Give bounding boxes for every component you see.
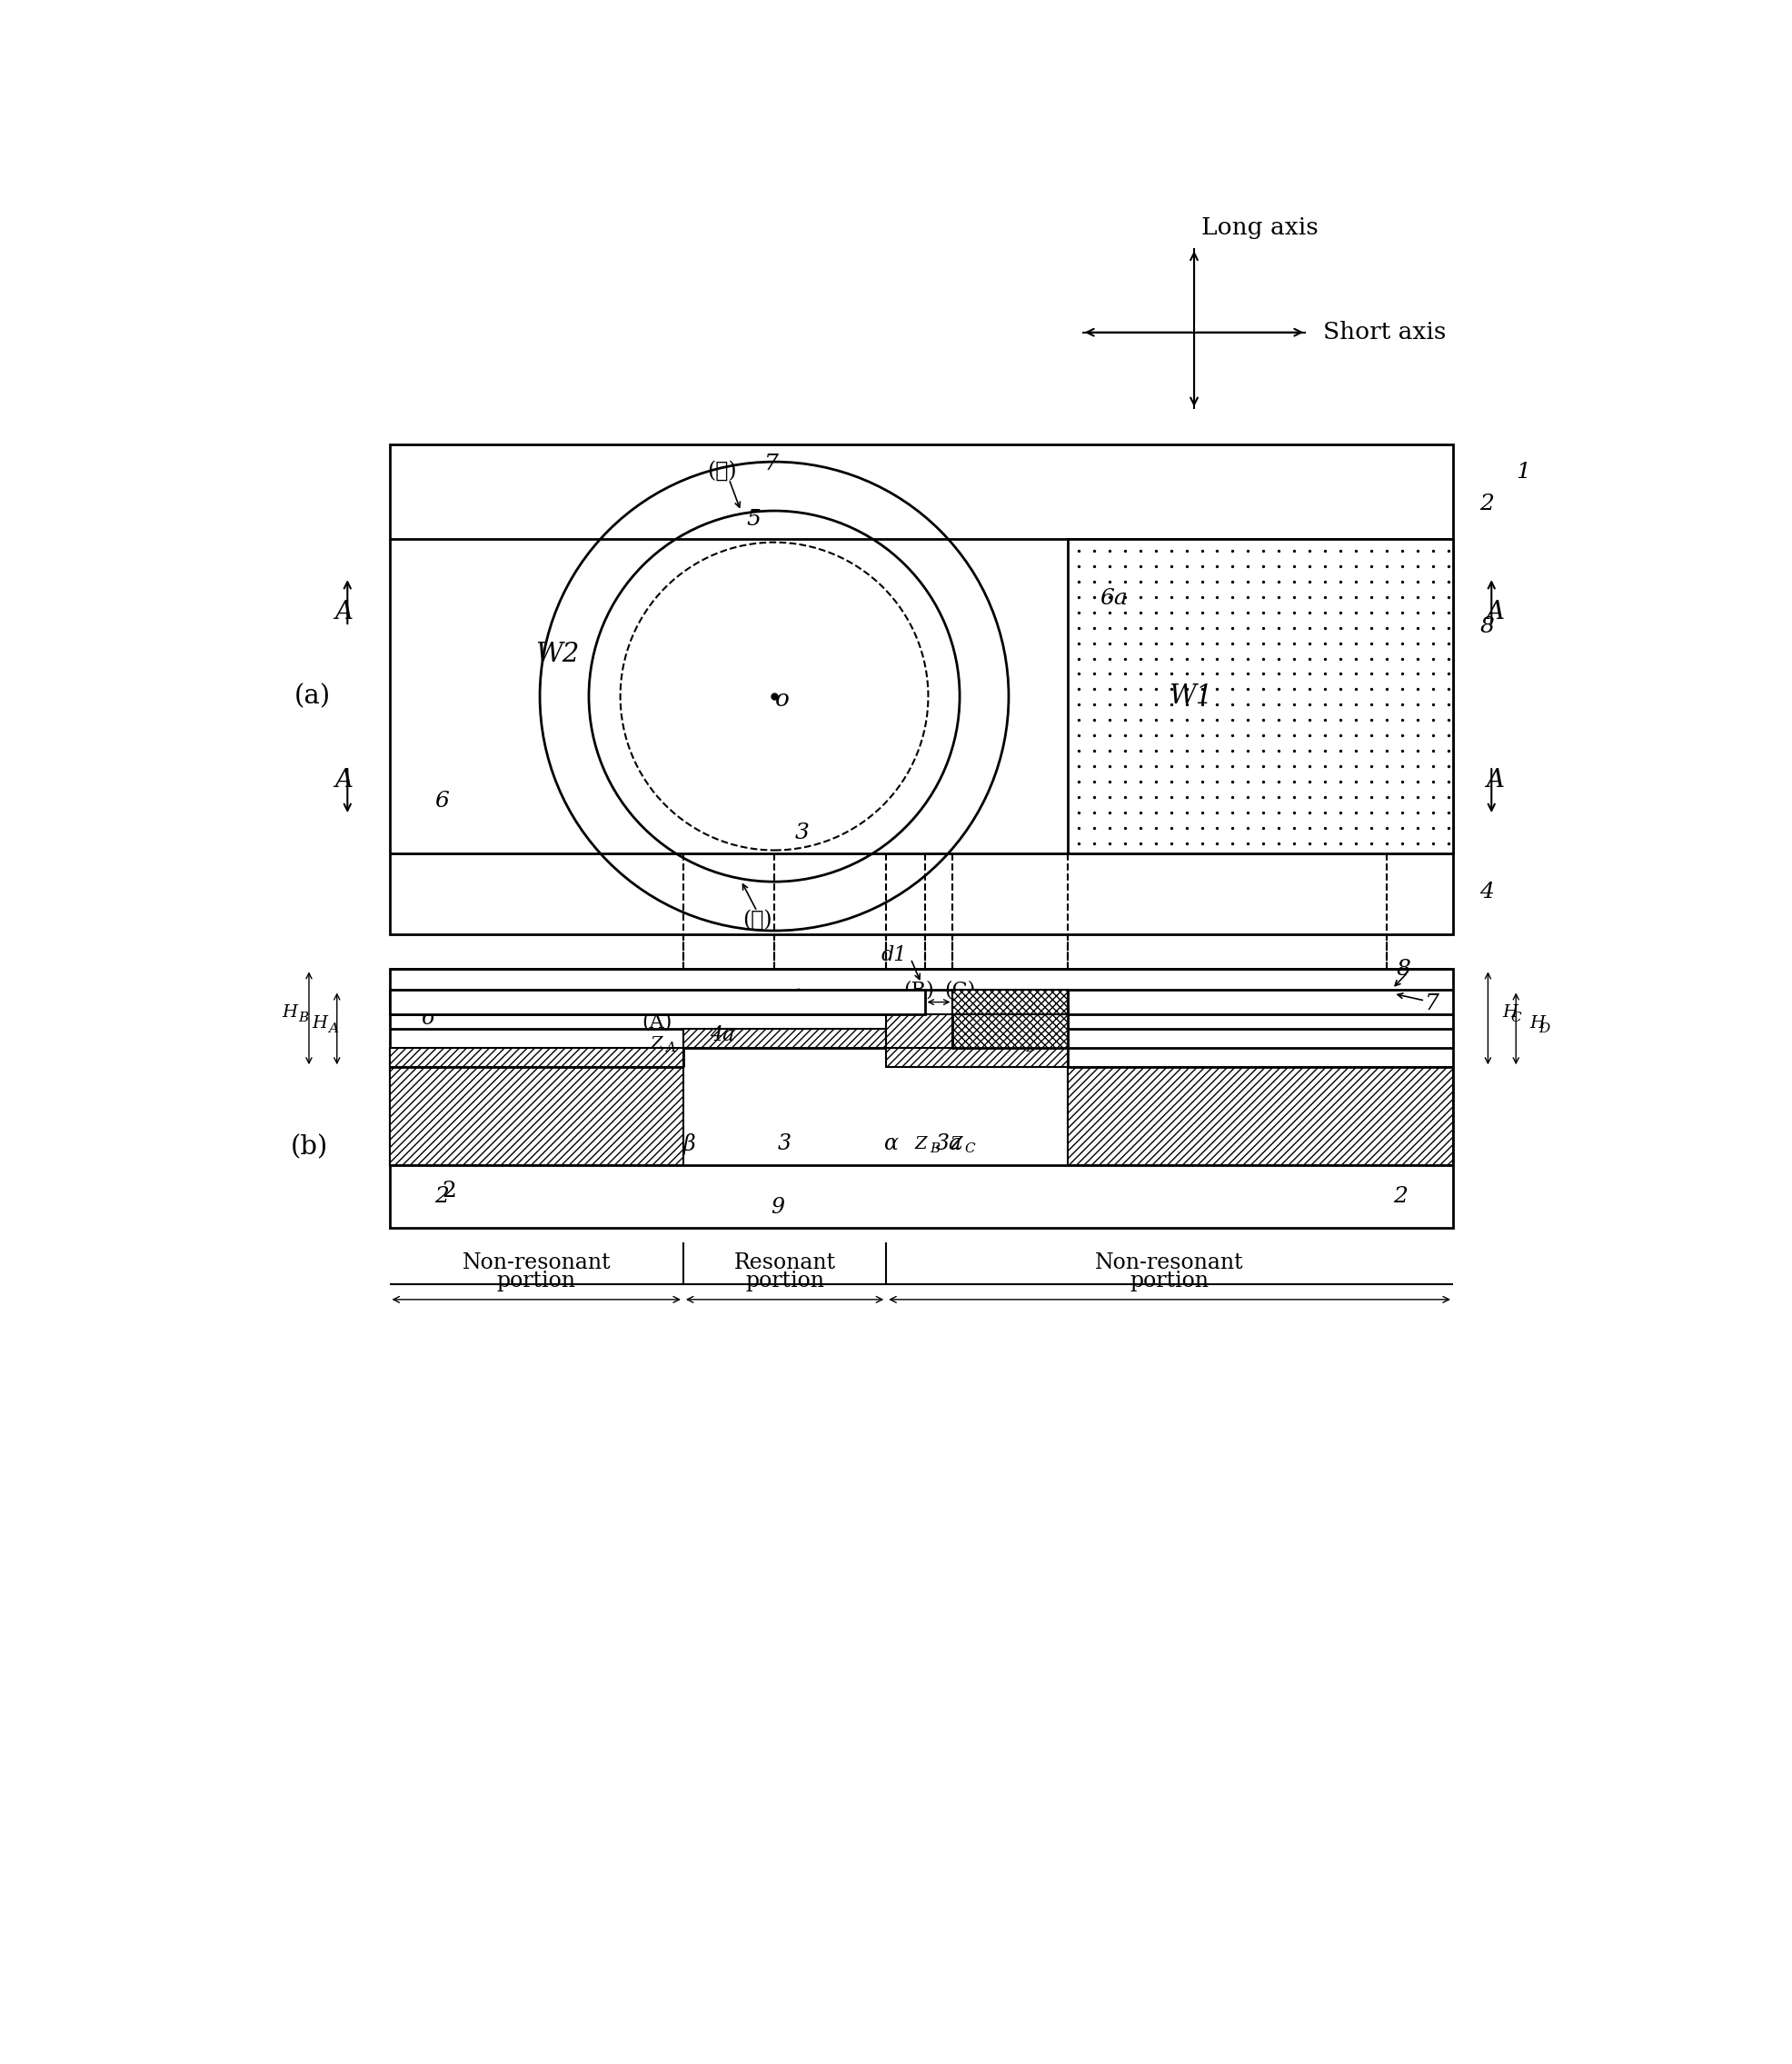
Text: 4: 4 [1480,881,1495,902]
Text: (B): (B) [903,980,934,1001]
Text: o: o [776,689,790,712]
Bar [389,444,1453,935]
Text: 2: 2 [435,1187,450,1207]
Bar [389,991,925,1015]
Text: A: A [328,1022,339,1034]
Text: Long axis: Long axis [1201,217,1319,239]
Bar [887,1028,925,1049]
Bar [953,991,1068,1015]
Text: 5: 5 [745,508,760,530]
Bar [389,970,1453,1228]
Text: 8: 8 [1480,615,1495,636]
Text: (イ): (イ) [708,460,737,481]
Text: Non-resonant: Non-resonant [462,1253,611,1273]
Text: H: H [1530,1015,1545,1032]
Text: Resonant: Resonant [733,1253,835,1273]
Text: 7: 7 [1425,993,1439,1015]
Text: 9: 9 [771,1197,785,1218]
Text: (a): (a) [294,683,332,710]
Text: H: H [283,1005,297,1022]
Text: D: D [1025,1042,1036,1055]
Text: C: C [964,1141,975,1154]
Text: H: H [1502,1005,1518,1022]
Text: 2: 2 [443,1181,457,1201]
Text: (D): (D) [1009,989,1039,1009]
Text: 6: 6 [421,1007,435,1028]
Text: 8: 8 [1396,960,1412,980]
Text: (A): (A) [642,1011,672,1032]
Text: (b): (b) [290,1135,328,1160]
Bar [953,991,1068,1049]
Text: B: B [930,1141,939,1154]
Text: W2: W2 [536,642,579,667]
Bar [389,1049,683,1067]
Text: C: C [1511,1011,1521,1024]
Text: H: H [312,1015,328,1032]
Text: B: B [299,1011,308,1024]
Text: D: D [1538,1022,1550,1034]
Text: Z: Z [916,1135,926,1152]
Text: 3: 3 [796,821,810,844]
Text: W1: W1 [1168,683,1213,710]
Bar [683,1028,925,1049]
Text: 5: 5 [760,991,774,1011]
Text: Short axis: Short axis [1324,322,1446,345]
Text: (ロ): (ロ) [742,910,772,931]
Text: portion: portion [1131,1269,1210,1292]
Text: 3a: 3a [935,1133,962,1154]
Text: 7: 7 [763,454,778,475]
Text: 1: 1 [1516,462,1530,483]
Text: 3: 3 [778,1133,792,1154]
Text: α: α [885,1133,900,1154]
Text: portion: portion [496,1269,575,1292]
Text: Z: Z [950,1135,962,1152]
Bar [1068,1067,1453,1166]
Text: Z: Z [1011,1036,1023,1053]
Text: A: A [1486,768,1503,793]
Text: Z: Z [650,1036,663,1053]
Text: Non-resonant: Non-resonant [1095,1253,1244,1273]
Bar [887,1049,1068,1067]
Text: A: A [1486,601,1503,625]
Text: β: β [683,1133,695,1156]
Text: 6a: 6a [1100,588,1127,609]
Text: 2: 2 [1480,493,1495,514]
Bar [1068,539,1453,854]
Text: A: A [665,1042,676,1055]
Text: A: A [335,601,353,625]
Text: 6: 6 [435,791,450,811]
Text: d1: d1 [882,945,907,966]
Text: 4a: 4a [710,1026,735,1044]
Text: A: A [335,768,353,793]
Text: 2: 2 [1394,1187,1409,1207]
Bar [389,1067,683,1166]
Text: (C): (C) [944,980,975,1001]
Text: portion: portion [745,1269,824,1292]
Bar [887,1015,953,1049]
